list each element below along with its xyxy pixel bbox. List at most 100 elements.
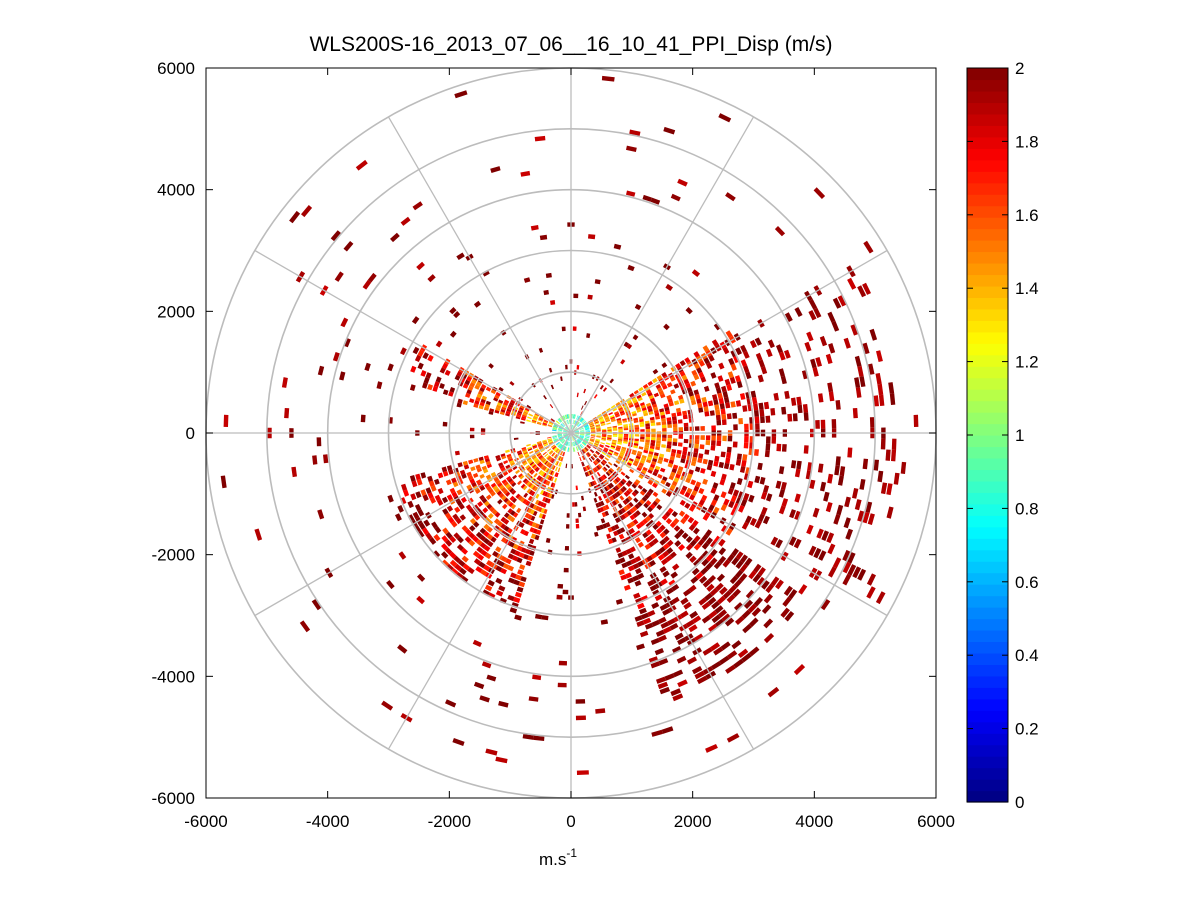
doppler-cell [701, 534, 709, 542]
doppler-cell [542, 423, 547, 426]
doppler-cell [760, 506, 768, 516]
doppler-cell [595, 439, 600, 442]
doppler-cell [680, 597, 689, 605]
doppler-cell [614, 524, 620, 530]
doppler-cell [617, 442, 622, 445]
doppler-cell [764, 450, 770, 458]
doppler-cell [888, 382, 895, 394]
doppler-cell [464, 379, 471, 386]
doppler-cell [534, 413, 540, 417]
doppler-cell [607, 428, 612, 430]
doppler-cell [505, 464, 511, 469]
doppler-cell [556, 594, 563, 600]
doppler-cell [507, 565, 514, 572]
doppler-cell [601, 437, 606, 440]
doppler-cell [497, 482, 503, 488]
doppler-cell [729, 376, 736, 384]
doppler-cell [743, 493, 750, 501]
doppler-cell [543, 443, 549, 447]
doppler-cell [497, 402, 503, 407]
doppler-cell [563, 430, 568, 432]
doppler-cell [731, 640, 742, 650]
doppler-cell [670, 571, 678, 579]
doppler-cell [632, 399, 638, 404]
doppler-cell [579, 417, 582, 421]
doppler-cell [526, 466, 532, 471]
doppler-cell [563, 433, 568, 435]
doppler-cell [627, 495, 633, 501]
doppler-cell [509, 480, 515, 485]
colorbar-segment [967, 228, 1008, 241]
doppler-cell [573, 427, 578, 431]
doppler-cell [664, 511, 671, 518]
doppler-cell [585, 430, 590, 432]
doppler-cell [548, 457, 553, 462]
doppler-cell [401, 483, 408, 491]
doppler-cell [498, 700, 509, 708]
doppler-cell [611, 443, 616, 447]
doppler-cell [615, 598, 623, 605]
doppler-cell [557, 434, 562, 436]
doppler-cell [676, 469, 683, 476]
doppler-cell [600, 518, 606, 524]
doppler-cell [553, 446, 557, 451]
doppler-cell [601, 410, 606, 415]
doppler-cell [653, 455, 659, 460]
doppler-cell [661, 514, 668, 521]
doppler-cell [498, 492, 505, 499]
doppler-cell [651, 602, 660, 609]
doppler-cell [586, 445, 591, 449]
doppler-cell [546, 481, 551, 486]
doppler-cell [548, 469, 552, 475]
doppler-cell [724, 617, 735, 627]
doppler-cell [531, 464, 537, 469]
colorbar-tick-label: 0 [1015, 793, 1024, 812]
doppler-cell [442, 508, 449, 515]
doppler-cell [618, 482, 624, 487]
doppler-cell [602, 493, 607, 499]
doppler-cell [652, 523, 659, 530]
doppler-cell [524, 409, 529, 413]
doppler-cell [854, 355, 862, 367]
doppler-cell [647, 392, 653, 397]
doppler-cell [693, 389, 700, 396]
doppler-cell [867, 513, 875, 525]
doppler-cell [765, 443, 771, 451]
doppler-cell [628, 458, 634, 462]
doppler-cell [827, 543, 836, 555]
doppler-cell [843, 337, 851, 349]
doppler-cell [550, 419, 555, 423]
doppler-cell [600, 500, 605, 506]
doppler-cell [527, 514, 533, 520]
doppler-cell [525, 464, 530, 470]
doppler-cell [558, 444, 562, 448]
doppler-cell [664, 406, 670, 412]
doppler-cell [610, 445, 616, 449]
doppler-cell [661, 488, 667, 494]
doppler-cell [537, 419, 543, 422]
doppler-cell [788, 589, 798, 600]
doppler-cell [581, 455, 585, 461]
doppler-cell [580, 443, 584, 448]
doppler-cell [678, 510, 686, 517]
doppler-cell [662, 543, 670, 550]
doppler-cell [487, 579, 495, 587]
doppler-cell [467, 385, 474, 391]
colorbar-segment [967, 526, 1008, 539]
doppler-cell [574, 431, 579, 433]
colorbar-tick-label: 1.6 [1015, 206, 1039, 225]
doppler-cell [614, 451, 619, 455]
doppler-cell [573, 427, 577, 431]
doppler-cell [612, 433, 618, 436]
doppler-cell [869, 417, 875, 428]
doppler-cell [562, 422, 566, 426]
doppler-cell [529, 503, 535, 509]
doppler-cell [541, 471, 546, 477]
doppler-cell [537, 461, 542, 466]
doppler-cell [544, 497, 549, 503]
doppler-cell [579, 429, 585, 431]
doppler-cell [289, 210, 301, 224]
colorbar-segment [967, 159, 1008, 172]
doppler-cell [584, 400, 588, 406]
doppler-cell [479, 534, 486, 542]
